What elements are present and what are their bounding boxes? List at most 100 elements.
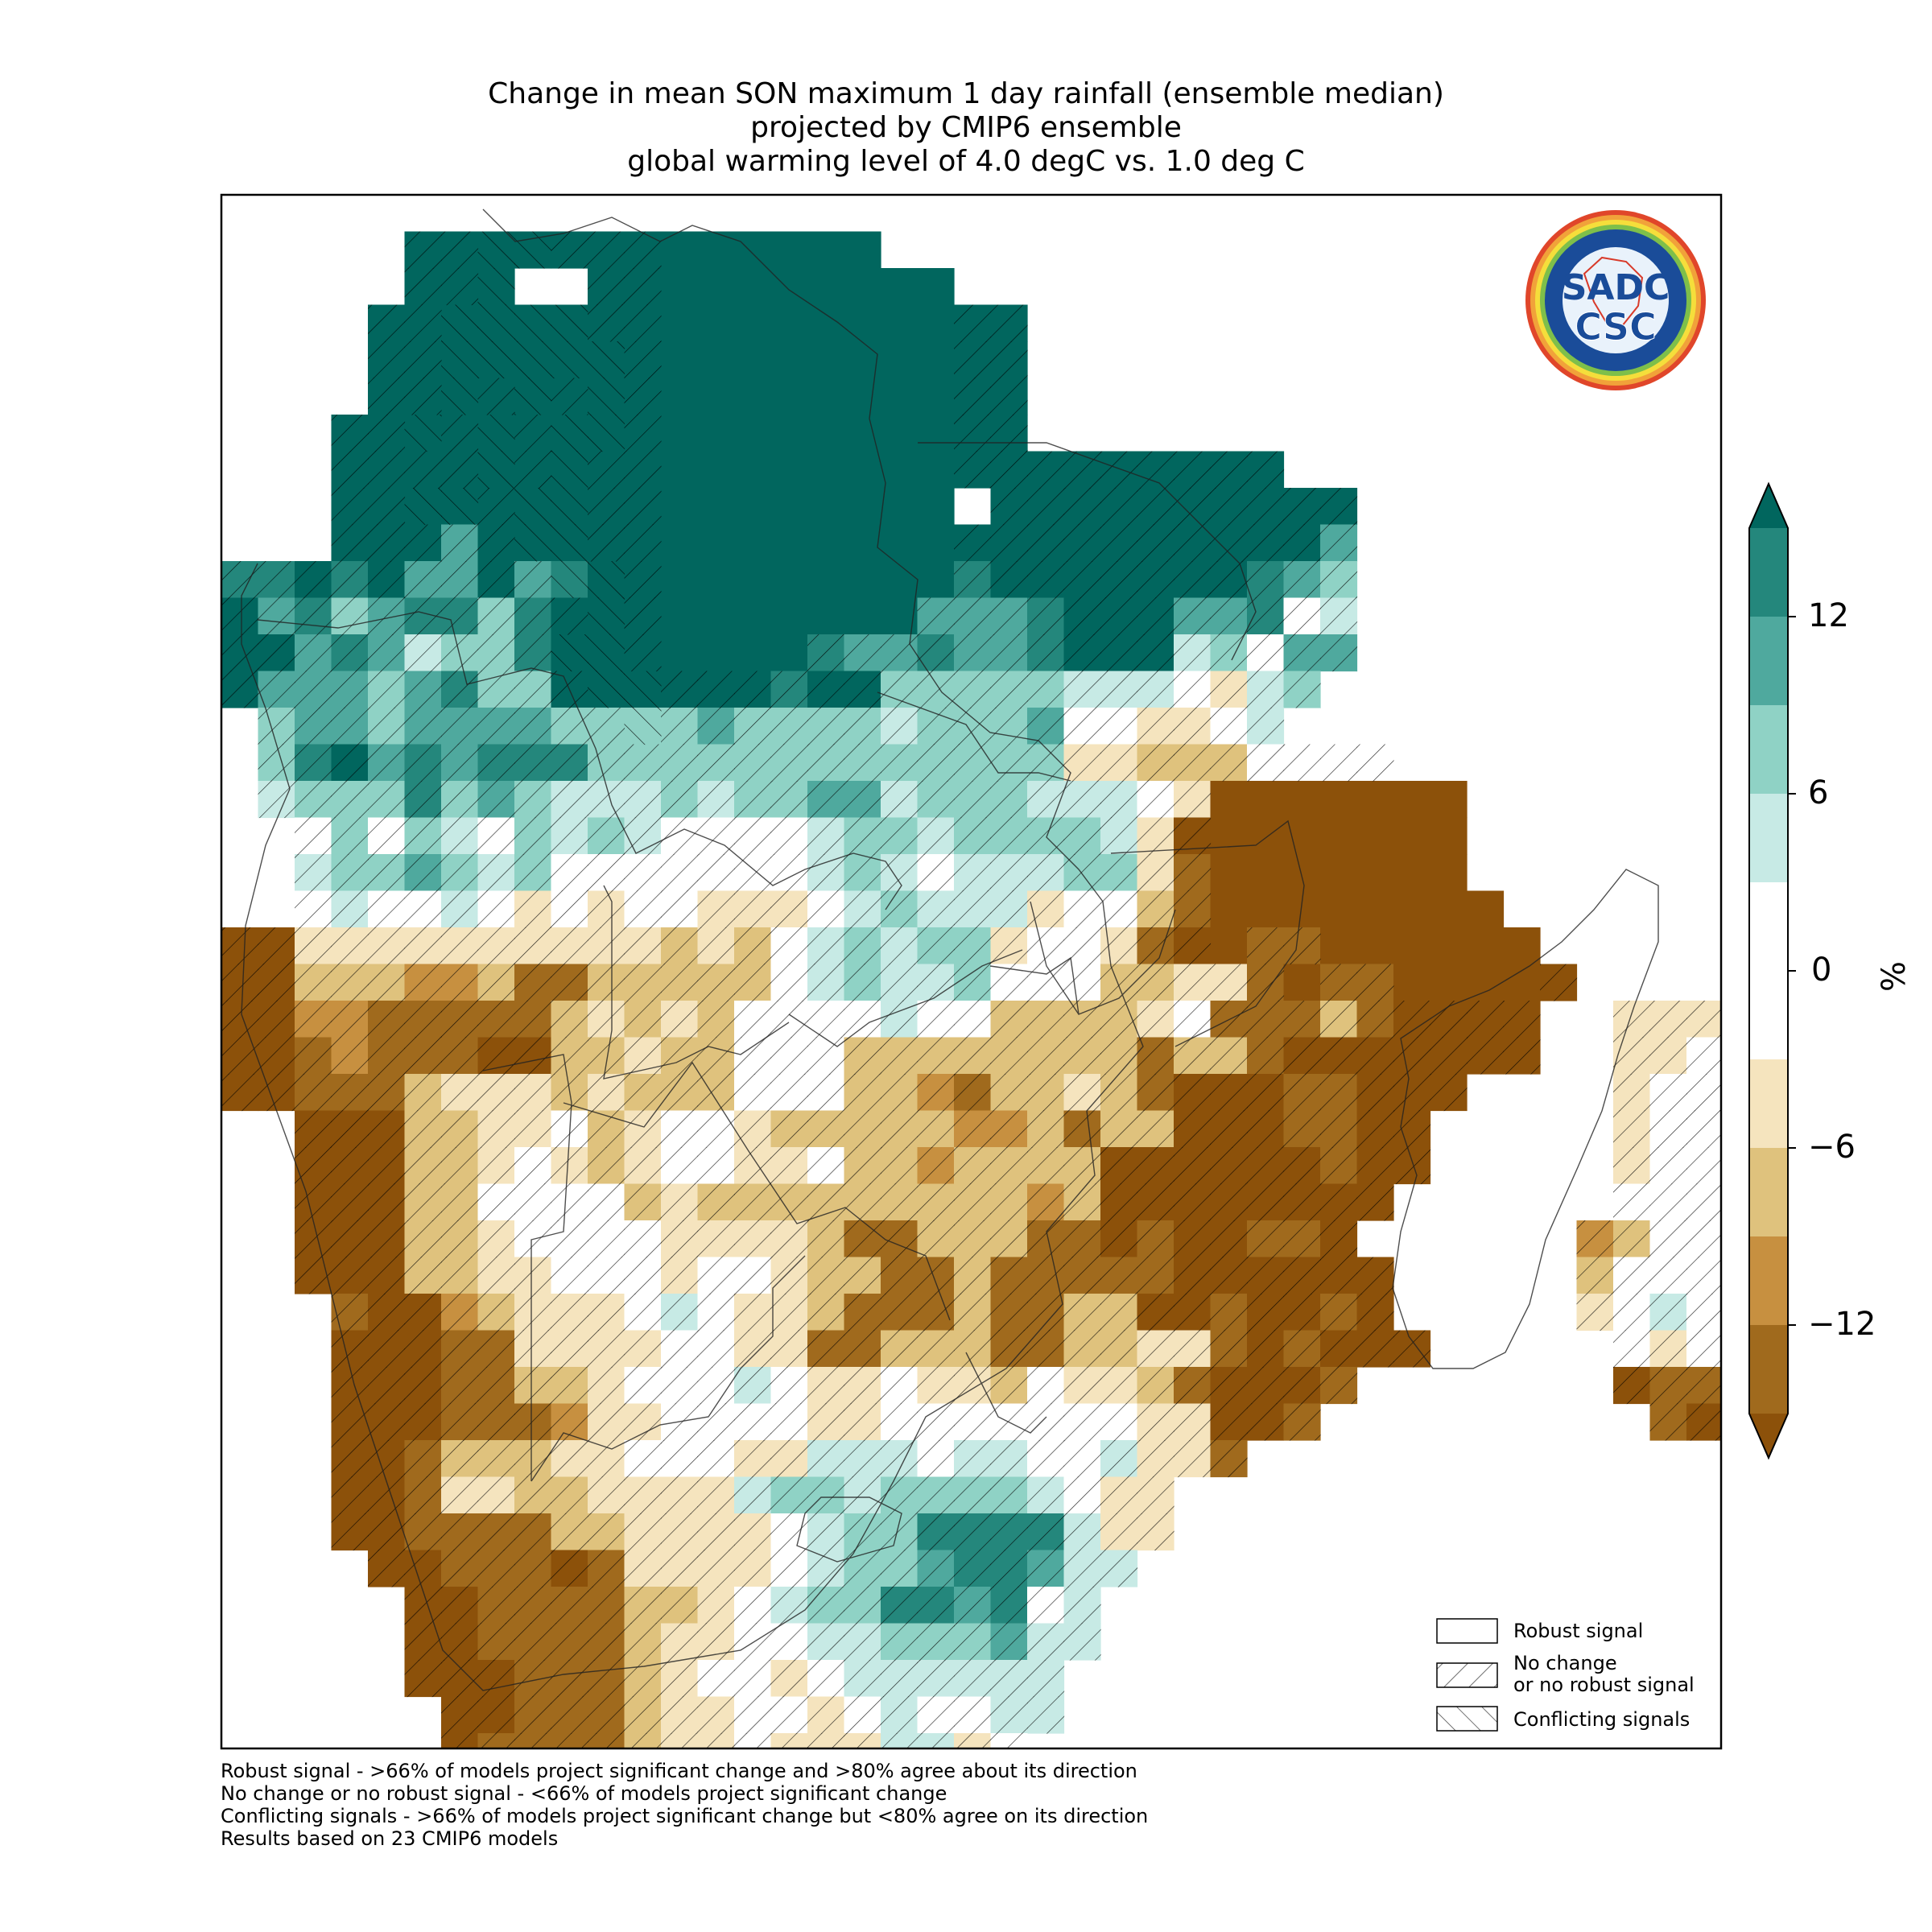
no-change-hatch-cell: [697, 671, 735, 708]
no-change-hatch-cell: [1137, 890, 1174, 928]
grid-cell: [770, 231, 808, 269]
no-change-hatch-cell: [881, 1587, 919, 1624]
no-change-hatch-cell: [1356, 964, 1394, 1001]
no-change-hatch-cell: [1100, 561, 1138, 599]
no-change-hatch-cell: [954, 1440, 992, 1478]
no-change-hatch-cell: [770, 964, 808, 1001]
grid-cell: [1210, 817, 1248, 855]
no-change-hatch-cell: [807, 1843, 844, 1880]
no-change-hatch-cell: [477, 964, 515, 1001]
grid-cell: [881, 341, 919, 379]
colorbar-bin: [1749, 1325, 1788, 1414]
no-change-hatch-cell: [881, 1110, 919, 1148]
no-change-hatch-cell: [1870, 1147, 1907, 1184]
no-change-hatch-cell: [954, 1257, 992, 1294]
no-change-hatch-cell: [917, 1257, 955, 1294]
no-change-hatch-cell: [1137, 1367, 1174, 1405]
grid-cell: [697, 341, 735, 379]
no-change-hatch-cell: [624, 1623, 662, 1661]
grid-cell: [770, 561, 808, 599]
no-change-hatch-cell: [331, 1147, 369, 1185]
no-change-hatch-cell: [477, 854, 515, 892]
grid-cell: [1833, 1074, 1870, 1111]
no-change-hatch-cell: [734, 1550, 772, 1587]
no-change-hatch-cell: [734, 1476, 772, 1514]
no-change-hatch-cell: [661, 1513, 699, 1551]
no-change-hatch-cell: [624, 1294, 662, 1331]
no-change-hatch-cell: [954, 524, 992, 562]
no-change-hatch-cell: [477, 781, 515, 819]
conflicting-hatch-cell: [404, 415, 442, 452]
no-change-hatch-cell: [1870, 1111, 1907, 1148]
no-change-hatch-cell: [404, 1476, 442, 1514]
no-change-hatch-cell: [770, 1110, 808, 1148]
no-change-hatch-cell: [1320, 1367, 1358, 1405]
grid-cell: [807, 231, 845, 269]
no-change-hatch-cell: [368, 1001, 406, 1038]
no-change-hatch-cell: [881, 1183, 919, 1221]
conflicting-hatch-cell: [588, 378, 625, 415]
no-change-hatch-cell: [990, 1110, 1028, 1148]
no-change-hatch-cell: [1100, 781, 1138, 819]
no-change-hatch-cell: [368, 1147, 406, 1185]
no-change-hatch-cell: [1833, 1184, 1870, 1221]
grid-cell: [661, 634, 699, 672]
grid-cell: [1283, 781, 1321, 819]
no-change-hatch-cell: [917, 1587, 955, 1624]
no-change-hatch-cell: [1247, 1183, 1285, 1221]
no-change-hatch-cell: [1686, 1074, 1721, 1112]
no-change-hatch-cell: [1870, 1184, 1907, 1221]
no-change-hatch-cell: [258, 927, 295, 965]
no-change-hatch-cell: [331, 1001, 369, 1038]
no-change-hatch-cell: [917, 1183, 955, 1221]
no-change-hatch-cell: [807, 854, 845, 892]
colorbar-bin: [1749, 1148, 1788, 1236]
no-change-hatch-cell: [221, 634, 259, 672]
no-change-hatch-cell: [1613, 1110, 1651, 1148]
grid-cell: [917, 378, 955, 415]
grid-cell: [770, 524, 808, 562]
no-change-hatch-cell: [734, 1147, 772, 1185]
no-change-hatch-cell: [844, 1330, 881, 1368]
no-change-hatch-cell: [1320, 1147, 1358, 1185]
no-change-hatch-cell: [404, 1001, 442, 1038]
no-change-hatch-cell: [1100, 1513, 1138, 1551]
no-change-hatch-cell: [1100, 1550, 1138, 1587]
colorbar-tick-12: 12: [1808, 597, 1849, 634]
no-change-hatch-cell: [1100, 744, 1138, 782]
no-change-hatch-cell: [588, 1587, 625, 1624]
no-change-hatch-cell: [844, 744, 881, 782]
no-change-hatch-cell: [1174, 964, 1212, 1001]
no-change-hatch-cell: [1063, 1037, 1101, 1075]
no-change-hatch-cell: [1174, 854, 1212, 892]
no-change-hatch-cell: [807, 1587, 845, 1624]
no-change-hatch-cell: [807, 1367, 845, 1405]
no-change-hatch-cell: [258, 671, 295, 708]
conflicting-hatch-cell: [441, 488, 479, 526]
no-change-hatch-cell: [551, 1330, 588, 1368]
no-change-hatch-cell: [404, 1110, 442, 1148]
no-change-hatch-cell: [624, 1733, 662, 1748]
no-change-hatch-cell: [295, 1220, 332, 1258]
no-change-hatch-cell: [624, 817, 662, 855]
no-change-hatch-cell: [990, 1550, 1028, 1587]
no-change-hatch-cell: [514, 964, 552, 1001]
grid-cell: [1283, 817, 1321, 855]
no-change-hatch-cell: [368, 341, 406, 379]
no-change-hatch-cell: [807, 1074, 845, 1112]
no-change-hatch-cell: [295, 561, 332, 599]
no-change-hatch-cell: [551, 708, 588, 745]
legend-label-no-change-2: or no robust signal: [1513, 1674, 1695, 1696]
no-change-hatch-cell: [881, 854, 919, 892]
no-change-hatch-cell: [477, 1110, 515, 1148]
no-change-hatch-cell: [1356, 1257, 1394, 1294]
no-change-hatch-cell: [770, 1733, 808, 1748]
no-change-hatch-cell: [588, 1733, 625, 1748]
no-change-hatch-cell: [1356, 1110, 1394, 1148]
no-change-hatch-cell: [844, 1733, 881, 1748]
no-change-hatch-cell: [1467, 1037, 1505, 1075]
grid-cell: [1393, 854, 1431, 892]
no-change-hatch-cell: [1137, 1183, 1174, 1221]
legend-label-no-change-1: No change: [1513, 1652, 1617, 1674]
no-change-hatch-cell: [331, 1037, 369, 1075]
